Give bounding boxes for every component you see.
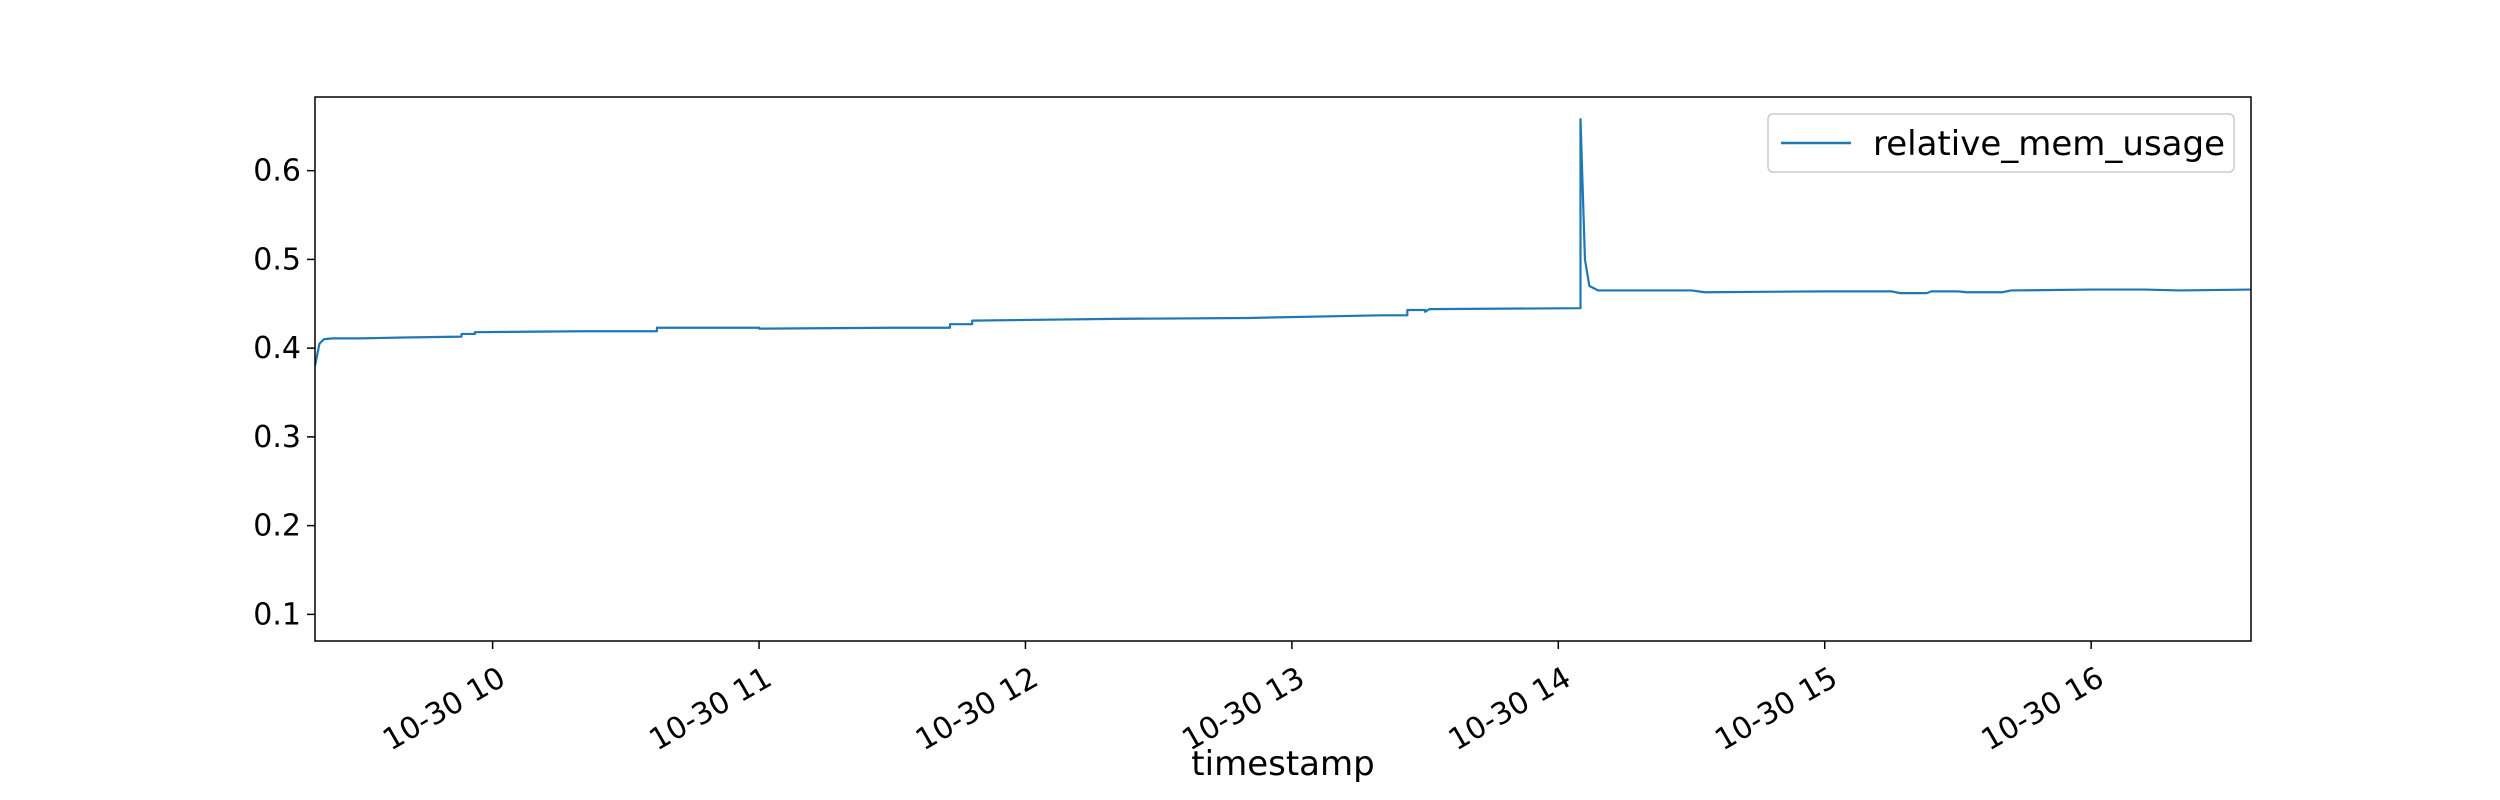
series-layer bbox=[315, 118, 2251, 367]
x-axis-title: timestamp bbox=[1191, 744, 1374, 784]
legend[interactable]: relative_mem_usage bbox=[1767, 113, 2235, 173]
legend-box bbox=[1767, 113, 2235, 173]
plot-frame bbox=[314, 96, 2252, 642]
y-tick-label: 0.5 bbox=[253, 242, 301, 277]
y-tick-label: 0.1 bbox=[253, 597, 301, 632]
y-axis: 0.1 0.2 0.3 0.4 0.5 0.6 bbox=[253, 154, 315, 632]
legend-label: relative_mem_usage bbox=[1873, 124, 2225, 164]
y-tick-label: 0.4 bbox=[253, 331, 301, 366]
y-tick-label: 0.6 bbox=[253, 154, 301, 189]
plot-area bbox=[315, 118, 2251, 367]
y-tick-label: 0.2 bbox=[253, 509, 301, 544]
y-tick-label: 0.3 bbox=[253, 420, 301, 455]
series-line-relative_mem_usage[interactable] bbox=[315, 118, 2251, 367]
